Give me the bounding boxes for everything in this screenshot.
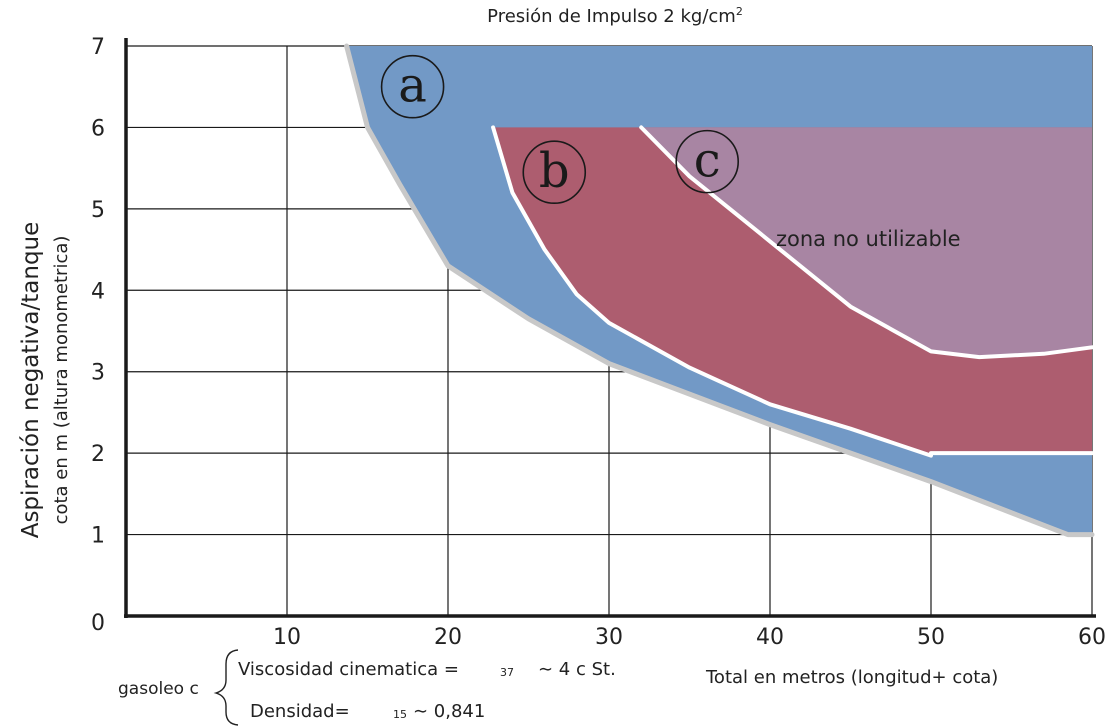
y-tick-label-5: 5 xyxy=(91,198,105,223)
x-tick-label-30: 30 xyxy=(595,625,623,650)
y-tick-label-1: 1 xyxy=(91,524,105,549)
zone-label-b: b xyxy=(539,143,570,199)
zone-marker-c xyxy=(675,129,740,194)
chart-title: Presión de Impulso 2 kg/cm2 xyxy=(487,5,743,27)
viscosity-label: Viscosidad cinematica = xyxy=(238,659,459,680)
zone-marker-a xyxy=(380,54,445,119)
x-tick-label-20: 20 xyxy=(434,625,462,650)
zone-label-a: a xyxy=(398,58,427,114)
boundary-a xyxy=(344,43,1095,538)
fluid-footnote: gasoleo c Viscosidad cinematica = 37 ∼ 4… xyxy=(118,649,616,726)
y-tick-label-2: 2 xyxy=(91,442,105,467)
area-c xyxy=(641,127,1092,358)
zone-label-c: c xyxy=(694,133,721,189)
zone-marker-b xyxy=(522,140,587,205)
boundary-b xyxy=(491,125,1094,458)
y-tick-label-4: 4 xyxy=(91,279,105,304)
y-tick-label-3: 3 xyxy=(91,361,105,386)
x-tick-label-60: 60 xyxy=(1078,625,1106,650)
x-tick-label-50: 50 xyxy=(917,625,945,650)
chart-areas: a b c xyxy=(344,43,1095,538)
viscosity-temperature: 37 xyxy=(500,666,514,679)
viscosity-value: ∼ 4 c St. xyxy=(538,659,616,680)
y-tick-label-0: 0 xyxy=(91,611,105,636)
x-axis-label: Total en metros (longitud+ cota) xyxy=(705,667,998,688)
density-temperature: 15 xyxy=(393,708,407,721)
axes xyxy=(124,38,1096,618)
y-tick-label-7: 7 xyxy=(91,35,105,60)
x-tick-label-10: 10 xyxy=(273,625,301,650)
density-value: ∼ 0,841 xyxy=(413,701,485,722)
x-tick-label-40: 40 xyxy=(756,625,784,650)
y-axis-label: Aspiración negativa/tanque xyxy=(18,222,44,539)
zone-annotation: zona no utilizable xyxy=(776,227,961,251)
y-tick-label-6: 6 xyxy=(91,116,105,141)
brace-icon xyxy=(213,649,239,726)
tick-labels: 0 1 2 3 4 5 6 7 10 20 30 40 50 60 xyxy=(91,35,1106,650)
y-axis-sublabel: cota en m (altura monometrica) xyxy=(51,236,72,525)
density-label: Densidad= xyxy=(250,701,350,722)
fluid-label: gasoleo c xyxy=(118,679,199,699)
boundary-c xyxy=(639,125,1094,360)
